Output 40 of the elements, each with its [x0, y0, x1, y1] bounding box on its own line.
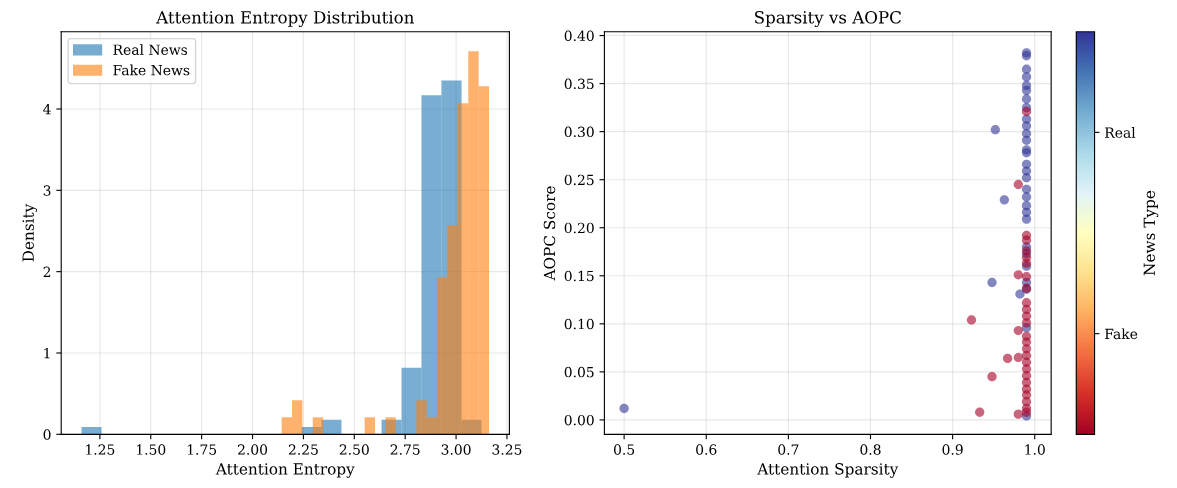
x-tick-label: 1.0: [1025, 444, 1045, 455]
y-tick-label: 0.00: [564, 414, 594, 426]
x-tick-label: 3.00: [441, 444, 471, 455]
color-bar-label: Real: [1105, 127, 1136, 138]
x-tick-label: 2.50: [339, 444, 369, 455]
y-tick-label: 4: [43, 103, 51, 115]
x-tick-label: 2.00: [238, 444, 268, 455]
y-axis-title: AOPC Score: [543, 186, 556, 281]
y-tick-label: 0.05: [564, 366, 594, 378]
y-tick-label: 0.15: [564, 270, 594, 282]
y-tick-label: 0: [43, 429, 51, 440]
y-tick-label: 0.35: [564, 78, 594, 90]
y-tick-label: 2: [43, 266, 51, 277]
x-tick-label: 0.6: [696, 444, 717, 455]
chart-title: Sparsity vs AOPC: [755, 11, 901, 28]
legend-label: Fake News: [113, 64, 190, 76]
y-tick-label: 3: [43, 185, 51, 196]
y-tick-label: 0.10: [564, 318, 594, 330]
y-tick-label: 1: [44, 347, 50, 359]
x-tick-label: 2.25: [288, 444, 318, 455]
x-tick-label: 1.75: [187, 444, 217, 455]
x-tick-label: 2.75: [390, 444, 420, 455]
y-tick-label: 0.20: [564, 222, 594, 234]
x-tick-label: 1.50: [136, 444, 166, 455]
y-tick-label: 0.40: [564, 30, 594, 42]
x-tick-label: 3.25: [492, 444, 522, 455]
color-bar-label: Fake: [1105, 328, 1138, 340]
x-tick-label: 0.9: [942, 444, 963, 455]
y-tick-label: 0.30: [564, 126, 594, 138]
x-tick-label: 0.7: [778, 444, 799, 455]
x-tick-label: 0.5: [613, 444, 635, 455]
y-axis-title: Density: [22, 203, 38, 262]
chart-title: Attention Entropy Distribution: [156, 10, 414, 28]
y-tick-label: 0.25: [564, 174, 594, 186]
x-tick-label: 0.8: [860, 444, 881, 455]
x-tick-label: 1.25: [86, 444, 115, 455]
legend-label: Real News: [113, 44, 188, 55]
x-axis-title: Attention Sparsity: [757, 463, 899, 478]
x-axis-title: Attention Entropy: [215, 463, 355, 478]
color-bar-title: News Type: [1143, 190, 1159, 276]
